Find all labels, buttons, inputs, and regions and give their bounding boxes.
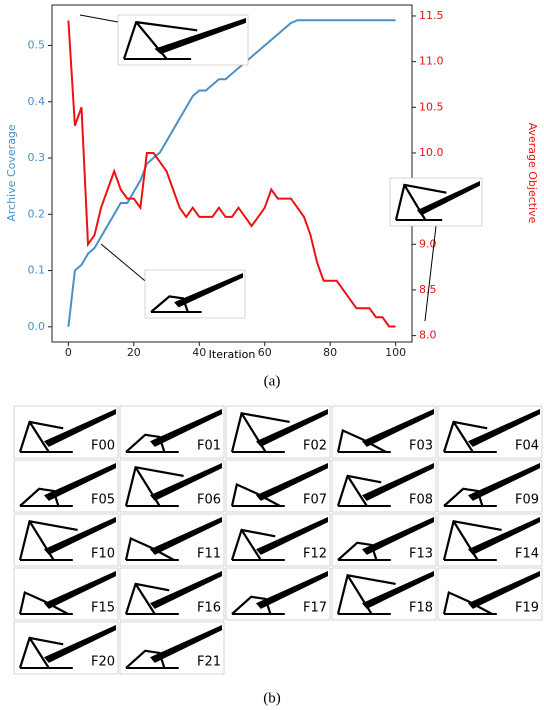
- caption: (a): [264, 373, 281, 389]
- panel-label: F12: [303, 547, 327, 562]
- panel-label: F08: [409, 493, 433, 508]
- pointer: [80, 15, 118, 22]
- y-tick-label: 0.5: [28, 39, 46, 52]
- x-tick-label: 40: [192, 346, 206, 359]
- pointer: [101, 244, 150, 285]
- figure: Iteration Archive Coverage Average Objec…: [0, 0, 544, 710]
- panel-label: F21: [197, 655, 221, 670]
- panel-label: F10: [91, 547, 115, 562]
- panel-label: F11: [197, 547, 221, 562]
- y-tick-label: 0.4: [28, 95, 46, 108]
- panel-label: F13: [409, 547, 433, 562]
- panel-label: F16: [197, 601, 221, 616]
- thumbnail: [118, 15, 248, 65]
- y2-tick-label: 11.5: [419, 9, 444, 22]
- panel-label: F07: [303, 493, 327, 508]
- panel-label: F03: [409, 439, 433, 454]
- y2-tick-label: 8.0: [419, 329, 437, 342]
- y-tick-label: 0.1: [28, 264, 46, 277]
- panel-label: F18: [409, 601, 433, 616]
- panel-label: F01: [197, 439, 221, 454]
- y-tick-label: 0.2: [28, 207, 46, 220]
- panel-label: F00: [91, 439, 115, 454]
- y-axis-label: Archive Coverage: [5, 124, 18, 222]
- x-tick-label: 100: [385, 346, 406, 359]
- thumbnail: [145, 270, 245, 318]
- panel-label: F06: [197, 493, 221, 508]
- x-tick-label: 20: [127, 346, 141, 359]
- panel-label: F02: [303, 439, 327, 454]
- panel-label: F15: [91, 601, 115, 616]
- y-tick-label: 0.3: [28, 151, 46, 164]
- thumbnail: [390, 178, 482, 226]
- x-tick-label: 80: [323, 346, 337, 359]
- panel-label: F17: [303, 601, 327, 616]
- y2-tick-label: 10.0: [419, 146, 444, 159]
- y2-tick-label: 10.5: [419, 100, 444, 113]
- panel-label: F20: [91, 655, 115, 670]
- caption: (b): [263, 690, 281, 706]
- panel-label: F04: [515, 439, 539, 454]
- x-axis-label: Iteration: [209, 348, 256, 361]
- y-tick-label: 0.0: [28, 320, 46, 333]
- panel-label: F19: [515, 601, 539, 616]
- panel-label: F05: [91, 493, 115, 508]
- x-tick-label: 60: [258, 346, 272, 359]
- y2-axis-label: Average Objective: [526, 123, 539, 224]
- panel-label: F09: [515, 493, 539, 508]
- y2-tick-label: 11.0: [419, 55, 444, 68]
- x-tick-label: 0: [65, 346, 72, 359]
- panel-label: F14: [515, 547, 539, 562]
